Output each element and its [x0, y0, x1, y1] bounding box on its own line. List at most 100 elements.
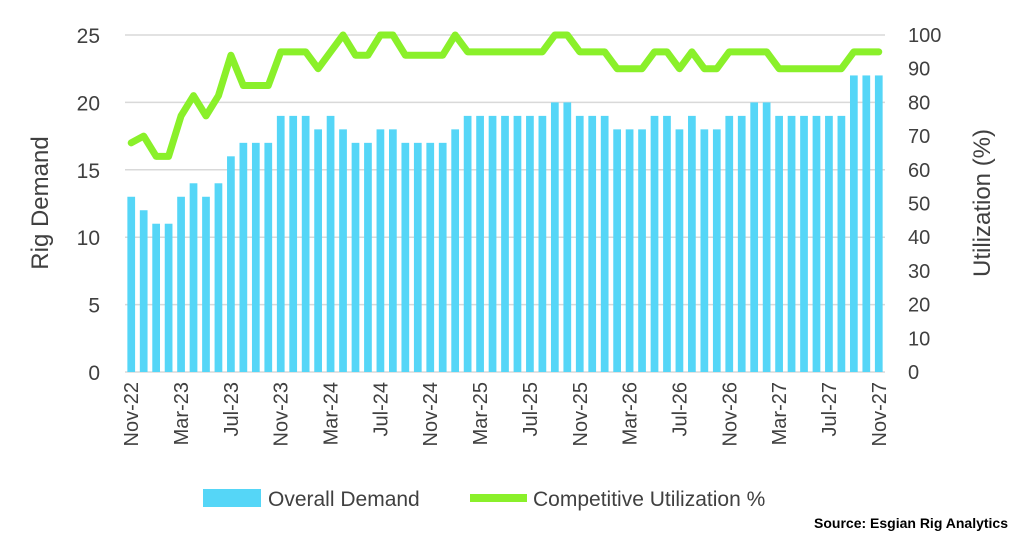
bar	[862, 75, 871, 372]
bar	[638, 129, 646, 372]
bar	[276, 115, 285, 372]
x-tick-label: Jul-25	[520, 382, 542, 436]
bar	[538, 115, 547, 372]
bar	[563, 102, 572, 373]
y-axis-label: Rig Demand	[27, 136, 54, 269]
x-tick-label: Nov-23	[271, 382, 293, 446]
bar	[800, 115, 808, 372]
x-tick-label: Nov-26	[719, 382, 741, 446]
bar	[239, 142, 248, 372]
bar	[874, 75, 883, 372]
y2-tick-label: 40	[908, 227, 930, 249]
bar	[737, 115, 746, 372]
x-tick-label: Mar-24	[321, 382, 343, 445]
x-tick-label: Mar-27	[769, 382, 791, 445]
bar	[712, 129, 721, 372]
x-tick-label: Nov-22	[121, 382, 143, 446]
bar	[202, 196, 210, 372]
bar	[501, 115, 509, 372]
bar	[214, 183, 223, 372]
legend-label-utilization: Competitive Utilization %	[533, 488, 765, 511]
bar	[700, 129, 709, 372]
bar	[750, 102, 759, 373]
bar	[451, 129, 460, 372]
bar	[164, 223, 173, 372]
bar	[613, 129, 621, 372]
bar	[389, 129, 397, 372]
y2-tick-label: 90	[908, 59, 930, 81]
bar	[675, 129, 684, 372]
bar	[264, 142, 273, 372]
x-tick-label: Jul-26	[669, 382, 691, 436]
bar	[339, 129, 347, 372]
y2-tick-label: 70	[908, 126, 930, 148]
bar	[177, 196, 185, 372]
bar	[127, 196, 136, 372]
x-tick-label: Mar-23	[171, 382, 193, 445]
bar	[139, 210, 148, 372]
bar	[251, 142, 260, 372]
bar	[812, 115, 821, 372]
bar	[413, 142, 422, 372]
bar	[227, 156, 235, 372]
y2-tick-label: 50	[908, 194, 930, 216]
bar	[688, 115, 696, 372]
bar	[513, 115, 522, 372]
x-tick-label: Nov-25	[570, 382, 592, 446]
bar	[825, 115, 833, 372]
bar	[575, 115, 584, 372]
source-note: Source: Esgian Rig Analytics	[814, 515, 1008, 531]
bar	[326, 115, 335, 372]
bar	[588, 115, 597, 372]
y-tick-label: 10	[77, 227, 100, 250]
x-tick-label: Jul-24	[370, 382, 392, 436]
y-tick-label: 5	[88, 295, 100, 318]
bar	[314, 129, 322, 372]
bar	[476, 115, 484, 372]
y2-tick-label: 30	[908, 261, 930, 283]
bar	[289, 115, 298, 372]
bar	[663, 115, 671, 372]
x-tick-label: Jul-27	[819, 382, 841, 436]
x-tick-label: Jul-23	[221, 382, 243, 436]
bar	[787, 115, 796, 372]
x-tick-label: Mar-25	[470, 382, 492, 445]
legend: Overall Demand Competitive Utilization %	[203, 488, 765, 511]
bar	[463, 115, 472, 372]
bar	[189, 183, 198, 372]
bar	[438, 142, 447, 372]
legend-label-overall-demand: Overall Demand	[268, 488, 420, 511]
y-tick-label: 20	[77, 92, 100, 115]
y2-axis-label: Utilization (%)	[969, 129, 996, 277]
y2-tick-label: 0	[908, 362, 919, 384]
x-tick-label: Nov-24	[420, 382, 442, 446]
y-tick-label: 25	[77, 25, 100, 48]
y-tick-label: 0	[88, 362, 100, 385]
bar	[401, 142, 410, 372]
bar	[152, 223, 161, 372]
y2-tick-label: 20	[908, 295, 930, 317]
y-tick-label: 15	[77, 160, 100, 183]
bar	[364, 142, 372, 372]
bar	[488, 115, 497, 372]
bar	[426, 142, 435, 372]
bar	[725, 115, 734, 372]
x-tick-label: Nov-27	[869, 382, 891, 446]
bar	[301, 115, 310, 372]
bar	[550, 102, 559, 373]
bar	[526, 115, 534, 372]
bar	[650, 115, 659, 372]
bar	[351, 142, 360, 372]
y2-tick-label: 100	[908, 25, 941, 47]
y2-tick-label: 80	[908, 92, 930, 114]
legend-swatch-overall-demand	[203, 489, 261, 507]
x-tick-label: Mar-26	[620, 382, 642, 445]
bar	[837, 115, 846, 372]
bar	[849, 75, 858, 372]
bar	[762, 102, 771, 373]
y2-tick-label: 10	[908, 328, 930, 350]
bar	[625, 129, 634, 372]
bar	[775, 115, 783, 372]
